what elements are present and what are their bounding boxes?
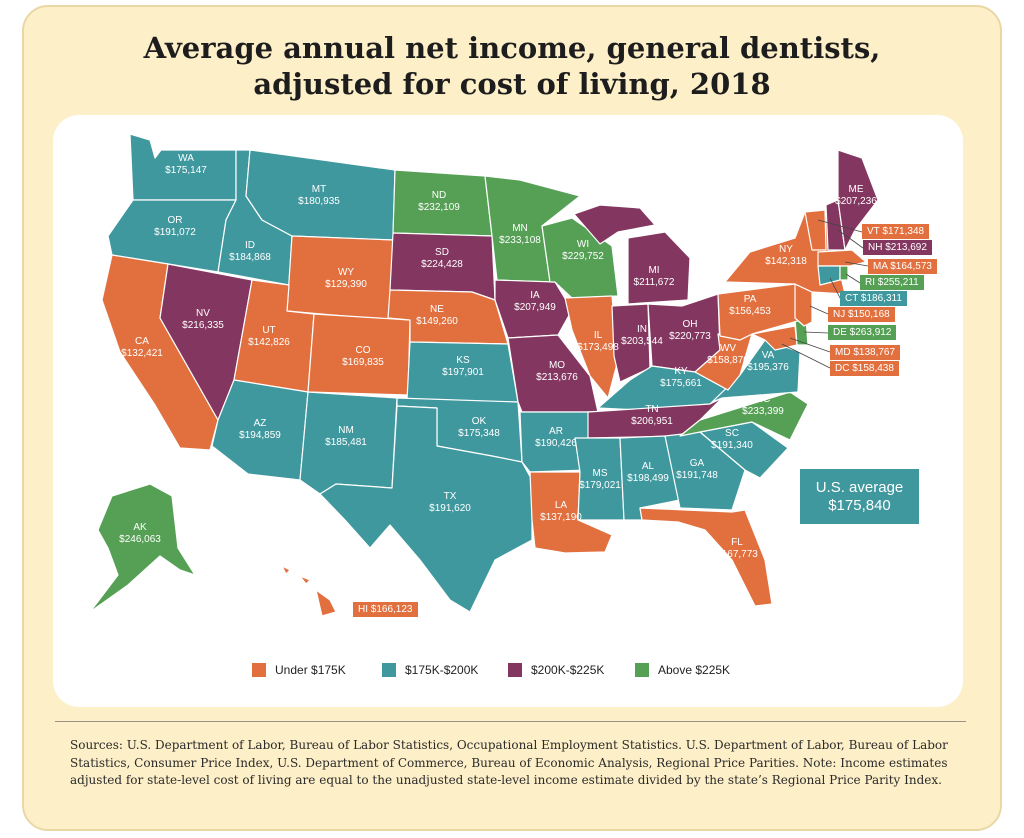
- us-average-box: U.S. average $175,840: [800, 469, 919, 524]
- callout-leaders: [781, 219, 869, 369]
- legend-swatch: [635, 663, 649, 677]
- state-label-MT: MT $180,935: [298, 184, 340, 207]
- state-label-AL: AL $198,499: [627, 461, 669, 484]
- callout-NJ: NJ $150,168: [828, 307, 895, 322]
- state-label-AZ: AZ $194,859: [239, 418, 281, 441]
- state-MI: [627, 231, 691, 305]
- state-label-OR: OR $191,072: [154, 215, 196, 238]
- callout-HI: HI $166,123: [353, 602, 418, 617]
- state-label-UT: UT $142,826: [248, 325, 290, 348]
- legend-swatch: [508, 663, 522, 677]
- state-IL: [564, 295, 619, 399]
- state-label-WV: WV $158,870: [707, 343, 749, 366]
- state-label-NM: NM $185,481: [325, 425, 367, 448]
- callout-MA: MA $164,573: [868, 259, 937, 274]
- callout-NH: NH $213,692: [863, 240, 932, 255]
- state-label-WA: WA $175,147: [165, 153, 207, 176]
- state-HI: [281, 565, 337, 617]
- state-TX: [319, 405, 533, 613]
- state-label-TX: TX $191,620: [429, 491, 471, 514]
- callout-DC: DC $158,438: [830, 361, 899, 376]
- state-label-ND: ND $232,109: [418, 190, 460, 213]
- state-label-SD: SD $224,428: [421, 247, 463, 270]
- state-FL: [639, 507, 773, 607]
- state-label-IL: IL $173,498: [577, 330, 619, 353]
- state-MI-upper: [573, 204, 656, 245]
- state-label-NE: NE $149,260: [416, 304, 458, 327]
- state-label-NC: NC $233,399: [742, 394, 784, 417]
- state-label-OH: OH $220,773: [669, 319, 711, 342]
- callout-DE: DE $263,912: [828, 325, 897, 340]
- us-average-value: $175,840: [828, 497, 891, 514]
- state-label-NV: NV $216,335: [182, 308, 224, 331]
- state-MS: [574, 437, 625, 521]
- title-line-2: adjusted for cost of living, 2018: [253, 67, 771, 101]
- state-label-GA: GA $191,748: [676, 458, 718, 481]
- state-label-IA: IA $207,949: [514, 290, 556, 313]
- callout-RI: RI $255,211: [860, 275, 924, 290]
- state-label-NY: NY $142,318: [765, 244, 807, 267]
- state-label-ME: ME $207,236: [835, 184, 877, 207]
- legend-swatch: [252, 663, 266, 677]
- state-label-ID: ID $184,868: [229, 240, 271, 263]
- state-label-MN: MN $233,108: [499, 223, 541, 246]
- state-label-MI: MI $211,672: [633, 265, 675, 288]
- state-label-KY: KY $175,661: [660, 366, 702, 389]
- title-line-1: Average annual net income, general denti…: [143, 31, 881, 65]
- state-MD: [751, 325, 798, 351]
- map-title: Average annual net income, general denti…: [22, 30, 1002, 102]
- sources-note: Sources: U.S. Department of Labor, Burea…: [70, 738, 948, 787]
- divider: [55, 721, 966, 722]
- state-label-WY: WY $129,390: [325, 267, 367, 290]
- state-label-FL: FL $167,773: [716, 537, 758, 560]
- state-label-KS: KS $197,901: [442, 355, 484, 378]
- state-label-IN: IN $203,544: [621, 324, 663, 347]
- state-label-SC: SC $191,340: [711, 428, 753, 451]
- callout-VT: VT $171,348: [862, 224, 930, 239]
- state-VT: [804, 209, 827, 251]
- state-label-VA: VA $195,376: [747, 350, 789, 373]
- callout-MD: MD $138,767: [830, 345, 901, 360]
- state-MA: [817, 249, 867, 267]
- state-label-OK: OK $175,348: [458, 416, 500, 439]
- state-RI: [839, 265, 849, 281]
- state-NC: [679, 391, 809, 441]
- state-label-TN: TN $206,951: [631, 404, 673, 427]
- us-average-label: U.S. average: [815, 479, 904, 496]
- state-label-MO: MO $213,676: [536, 360, 578, 383]
- callout-CT: CT $186,311: [840, 291, 907, 306]
- state-AK: [89, 483, 196, 613]
- state-label-AK: AK $246,063: [119, 522, 161, 545]
- state-label-WI: WI $229,752: [562, 239, 604, 262]
- state-label-MS: MS $179,021: [579, 468, 621, 491]
- state-label-PA: PA $156,453: [729, 294, 771, 317]
- state-label-CA: CA $132,421: [121, 336, 163, 359]
- state-label-LA: LA $137,190: [540, 500, 582, 523]
- state-label-AR: AR $190,426: [535, 426, 577, 449]
- state-IN: [611, 303, 651, 383]
- state-label-CO: CO $169,835: [342, 345, 384, 368]
- legend-swatch: [382, 663, 396, 677]
